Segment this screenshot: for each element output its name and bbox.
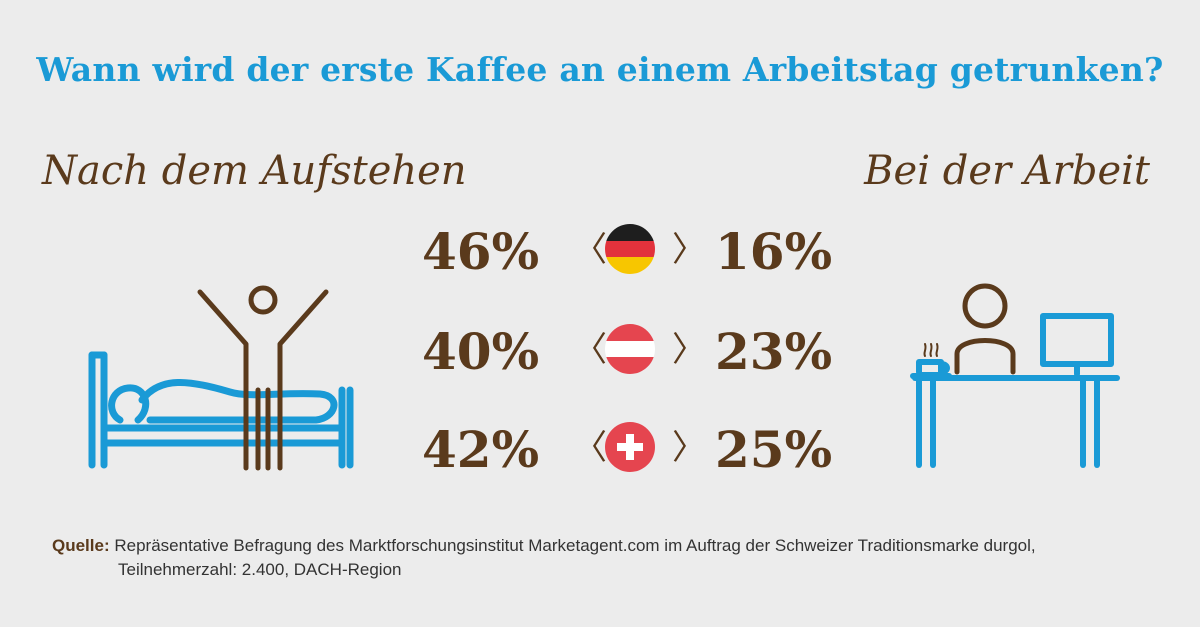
person-at-desk-with-coffee-icon bbox=[910, 283, 1120, 468]
switzerland-flag-icon bbox=[605, 422, 655, 472]
chevron-left-icon: 〈 bbox=[573, 330, 607, 370]
row-germany: 46% 〈 〉 16% bbox=[410, 222, 850, 302]
heading-at-work: Bei der Arbeit bbox=[864, 148, 1150, 194]
heading-after-waking: Nach dem Aufstehen bbox=[42, 148, 467, 194]
chevron-right-icon: 〉 bbox=[672, 330, 706, 370]
at-work-value: 25% bbox=[715, 420, 833, 479]
person-waking-in-bed-icon bbox=[88, 285, 354, 471]
page-title: Wann wird der erste Kaffee an einem Arbe… bbox=[36, 50, 1164, 89]
source-note: Quelle: Repräsentative Befragung des Mar… bbox=[52, 534, 1172, 582]
chevron-left-icon: 〈 bbox=[573, 428, 607, 468]
germany-flag-icon bbox=[605, 224, 655, 274]
source-line-1: Repräsentative Befragung des Marktforsch… bbox=[114, 536, 1036, 555]
source-line-2: Teilnehmerzahl: 2.400, DACH-Region bbox=[118, 560, 402, 579]
after-waking-value: 40% bbox=[422, 322, 540, 381]
chevron-right-icon: 〉 bbox=[672, 230, 706, 270]
chevron-right-icon: 〉 bbox=[672, 428, 706, 468]
after-waking-value: 46% bbox=[422, 222, 540, 281]
after-waking-value: 42% bbox=[422, 420, 540, 479]
austria-flag-icon bbox=[605, 324, 655, 374]
row-switzerland: 42% 〈 〉 25% bbox=[410, 420, 850, 500]
row-austria: 40% 〈 〉 23% bbox=[410, 322, 850, 402]
chevron-left-icon: 〈 bbox=[573, 230, 607, 270]
at-work-value: 16% bbox=[715, 222, 833, 281]
source-label: Quelle: bbox=[52, 536, 110, 555]
at-work-value: 23% bbox=[715, 322, 833, 381]
